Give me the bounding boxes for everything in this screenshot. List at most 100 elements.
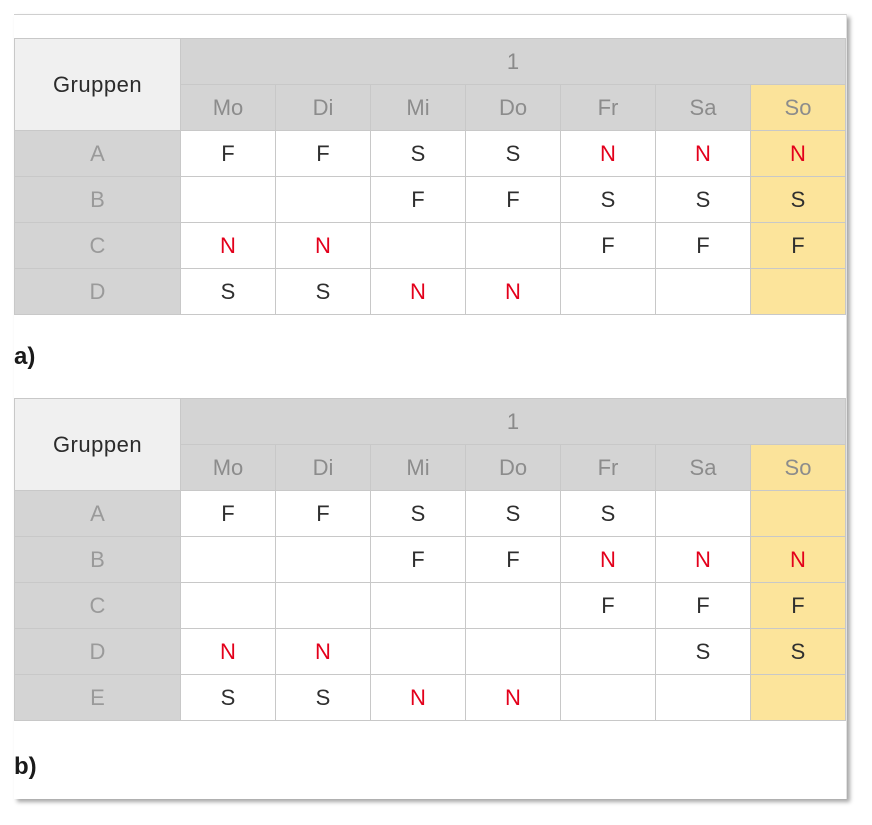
group-label: D [14, 268, 181, 315]
shift-cell: S [180, 674, 276, 721]
shift-cell: F [180, 130, 276, 177]
group-label: E [14, 674, 181, 721]
shift-cell: N [655, 536, 751, 583]
table-row: B F F N N N [14, 536, 846, 583]
shift-cell: F [655, 582, 751, 629]
shift-cell: S [655, 628, 751, 675]
shift-cell: N [370, 674, 466, 721]
shift-cell: N [275, 628, 371, 675]
shift-cell [275, 536, 371, 583]
shift-cell [370, 222, 466, 269]
group-label: C [14, 222, 181, 269]
figure-frame: Gruppen 1 Mo Di Mi Do Fr Sa So A F F S S… [14, 14, 847, 799]
shift-cell: N [180, 628, 276, 675]
table-row: E S S N N [14, 674, 846, 721]
group-label: A [14, 490, 181, 537]
shift-cell: F [655, 222, 751, 269]
shift-cell: F [465, 536, 561, 583]
group-label: B [14, 176, 181, 223]
week-header: 1 [180, 398, 846, 445]
shift-cell [750, 490, 846, 537]
day-header-sa: Sa [655, 84, 751, 131]
day-header-di: Di [275, 444, 371, 491]
shift-cell [655, 490, 751, 537]
shift-cell: F [465, 176, 561, 223]
group-label: D [14, 628, 181, 675]
shift-cell: S [370, 490, 466, 537]
table-row: A F F S S N N N [14, 130, 846, 177]
table-row: C N N F F F [14, 222, 846, 269]
shift-cell [465, 582, 561, 629]
shift-cell [180, 536, 276, 583]
shift-cell: S [750, 628, 846, 675]
shift-cell: N [180, 222, 276, 269]
shift-cell: S [655, 176, 751, 223]
caption-a: a) [14, 343, 36, 370]
shift-cell: F [750, 582, 846, 629]
shift-cell: S [465, 130, 561, 177]
group-label: B [14, 536, 181, 583]
shift-cell [180, 582, 276, 629]
day-header-mo: Mo [180, 84, 276, 131]
shift-cell: S [180, 268, 276, 315]
day-header-so: So [750, 84, 846, 131]
shift-cell: S [560, 490, 656, 537]
shift-cell [465, 628, 561, 675]
shift-cell: N [465, 674, 561, 721]
schedule-table-b: Gruppen 1 Mo Di Mi Do Fr Sa So A F F S S… [14, 398, 846, 721]
shift-cell: N [560, 130, 656, 177]
shift-cell [655, 674, 751, 721]
shift-cell: N [750, 536, 846, 583]
shift-cell: S [370, 130, 466, 177]
shift-cell [560, 268, 656, 315]
day-header-di: Di [275, 84, 371, 131]
day-header-so: So [750, 444, 846, 491]
shift-cell: S [750, 176, 846, 223]
shift-cell [465, 222, 561, 269]
shift-cell: N [275, 222, 371, 269]
day-header-do: Do [465, 444, 561, 491]
day-header-mo: Mo [180, 444, 276, 491]
shift-cell: N [655, 130, 751, 177]
group-label: A [14, 130, 181, 177]
shift-cell: S [560, 176, 656, 223]
shift-cell: S [275, 268, 371, 315]
shift-cell: S [275, 674, 371, 721]
shift-cell [370, 628, 466, 675]
shift-cell: N [750, 130, 846, 177]
shift-cell: F [750, 222, 846, 269]
shift-cell [275, 582, 371, 629]
group-label: C [14, 582, 181, 629]
shift-cell [655, 268, 751, 315]
week-header: 1 [180, 38, 846, 85]
table-row: D N N S S [14, 628, 846, 675]
table-row: C F F F [14, 582, 846, 629]
shift-cell: N [560, 536, 656, 583]
caption-b: b) [14, 753, 37, 780]
shift-cell: F [275, 130, 371, 177]
shift-cell [370, 582, 466, 629]
table-row: A F F S S S [14, 490, 846, 537]
schedule-table-a: Gruppen 1 Mo Di Mi Do Fr Sa So A F F S S… [14, 38, 846, 315]
shift-cell [750, 268, 846, 315]
shift-cell: F [275, 490, 371, 537]
day-header-mi: Mi [370, 444, 466, 491]
day-header-fr: Fr [560, 84, 656, 131]
shift-cell [275, 176, 371, 223]
day-header-do: Do [465, 84, 561, 131]
shift-cell: F [560, 222, 656, 269]
table-row: D S S N N [14, 268, 846, 315]
shift-cell: S [465, 490, 561, 537]
day-header-fr: Fr [560, 444, 656, 491]
shift-cell: N [370, 268, 466, 315]
shift-cell [560, 674, 656, 721]
shift-cell [750, 674, 846, 721]
shift-cell: F [180, 490, 276, 537]
groups-header: Gruppen [14, 38, 181, 131]
shift-cell: F [560, 582, 656, 629]
shift-cell [180, 176, 276, 223]
shift-cell: N [465, 268, 561, 315]
shift-cell: F [370, 176, 466, 223]
groups-header: Gruppen [14, 398, 181, 491]
shift-cell: F [370, 536, 466, 583]
